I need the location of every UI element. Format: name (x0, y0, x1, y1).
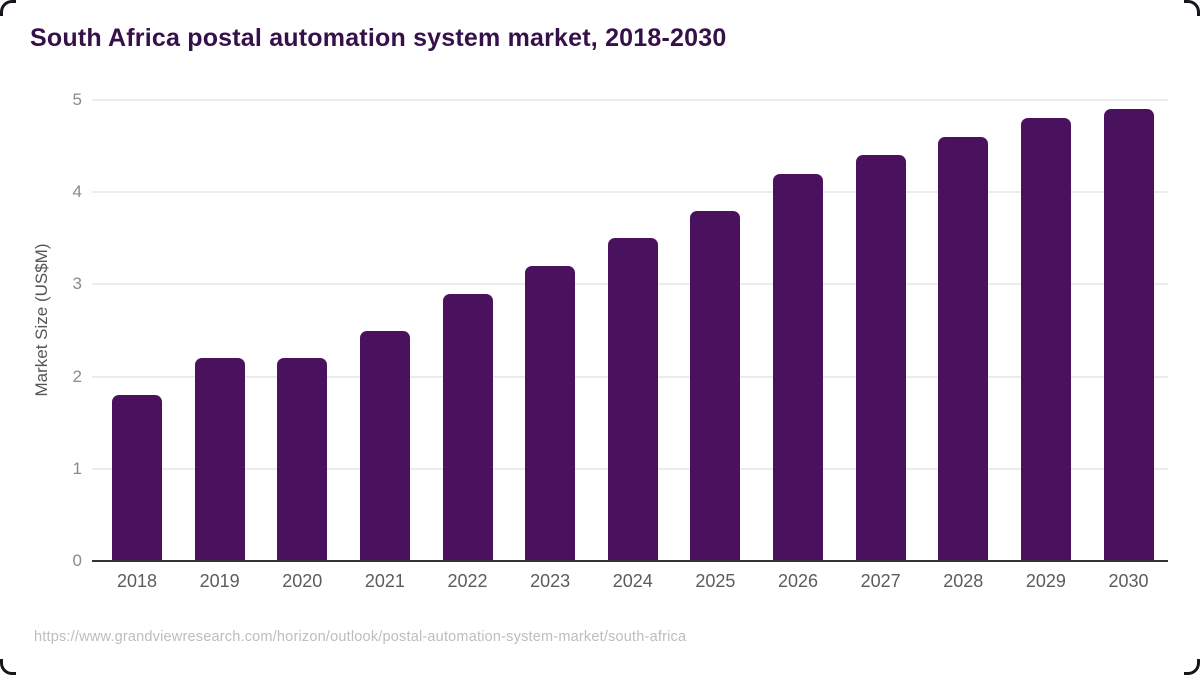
x-tick-label-2027: 2027 (860, 571, 901, 591)
gridline-y5 (92, 99, 1168, 101)
bar-2024 (607, 238, 658, 560)
bar-2019 (194, 358, 245, 560)
y-tick-label: 0 (72, 551, 82, 570)
x-tick-label-2023: 2023 (530, 571, 571, 591)
bar-2021 (359, 330, 410, 560)
x-tick-label-2030: 2030 (1108, 571, 1149, 591)
x-tick-label-2026: 2026 (777, 571, 819, 591)
chart-title: South Africa postal automation system ma… (30, 24, 727, 52)
x-tick-label-2025: 2025 (695, 571, 736, 591)
x-tick-label-2022: 2022 (447, 571, 488, 591)
gridline-y4 (92, 191, 1168, 194)
x-axis-line (92, 560, 1168, 562)
y-tick-label: 5 (72, 90, 82, 109)
bar-2027 (855, 155, 906, 560)
y-tick-label: 4 (72, 182, 82, 202)
y-axis-label: Market Size (US$M) (32, 243, 51, 397)
x-tick-label-2029: 2029 (1025, 571, 1066, 591)
y-tick-label: 3 (72, 274, 82, 294)
bar-2023 (525, 265, 576, 560)
x-tick-label-2019: 2019 (199, 571, 240, 591)
x-tick-label-2024: 2024 (612, 571, 653, 591)
bar-2030 (1103, 109, 1154, 560)
x-tick-label-2018: 2018 (116, 571, 158, 591)
bar-2020 (277, 358, 328, 560)
bar-2029 (1020, 118, 1071, 560)
y-tick-label: 1 (72, 458, 82, 478)
x-tick-label-2020: 2020 (282, 571, 323, 591)
bar-2022 (442, 293, 493, 560)
bar-2025 (690, 210, 741, 560)
bar-2018 (112, 395, 162, 560)
y-tick-label: 2 (72, 366, 82, 386)
bar-2026 (773, 173, 823, 560)
x-tick-label-2021: 2021 (364, 571, 405, 591)
bar-2028 (938, 136, 989, 560)
source-url: https://www.grandviewresearch.com/horizo… (34, 629, 687, 645)
x-tick-label-2028: 2028 (943, 571, 984, 591)
